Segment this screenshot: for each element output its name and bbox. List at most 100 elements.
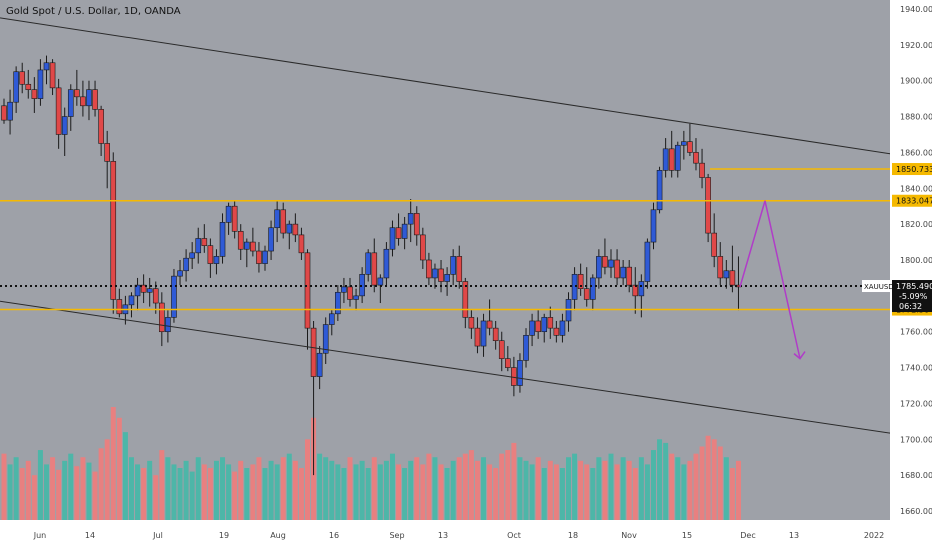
volume-bar	[535, 457, 541, 520]
candle-body	[152, 288, 159, 304]
volume-bar	[165, 457, 171, 520]
volume-bar	[195, 457, 201, 520]
volume-bar	[456, 457, 462, 520]
volume-bar	[590, 468, 596, 520]
volume-bar	[122, 432, 128, 520]
candle-body	[371, 252, 378, 286]
candle-body	[7, 101, 13, 121]
candle-body	[268, 227, 274, 252]
volume-bar	[402, 468, 408, 520]
candle-body	[662, 148, 669, 171]
volume-bar	[110, 407, 116, 520]
volume-bar	[220, 457, 226, 520]
volume-bar	[56, 469, 62, 520]
volume-bar	[250, 464, 256, 520]
candle-body	[74, 89, 80, 98]
volume-bar	[529, 464, 535, 520]
volume-bar	[675, 457, 681, 520]
volume-bar	[68, 453, 74, 520]
candle-body	[626, 266, 633, 286]
candle-body	[456, 256, 463, 282]
volume-bar	[359, 460, 365, 520]
level-tag	[892, 194, 932, 207]
volume-bar	[159, 450, 165, 520]
candle-body	[523, 335, 529, 361]
candle-body	[292, 223, 299, 236]
candle-body	[274, 209, 280, 229]
candle-body	[55, 87, 62, 135]
price-tick-label: 1740.00	[900, 364, 932, 373]
trend-line	[0, 300, 932, 440]
volume-bar	[383, 460, 389, 520]
volume-bar	[238, 460, 244, 520]
candle-body	[723, 270, 730, 279]
volume-bar	[474, 460, 480, 520]
time-tick-label: 14	[85, 531, 95, 540]
time-tick-label: Jun	[33, 531, 47, 540]
volume-bar	[25, 460, 31, 520]
candle-body	[19, 71, 26, 85]
candle-body	[511, 367, 517, 386]
candle-body	[438, 268, 444, 282]
price-tick-label: 1900.00	[900, 77, 932, 86]
candle-body	[37, 69, 44, 99]
volume-bar	[74, 466, 80, 520]
volume-bar	[226, 464, 232, 520]
price-tick-label: 1760.00	[900, 328, 932, 337]
candle-body	[681, 141, 687, 146]
candle-body	[589, 277, 596, 300]
candle-body	[262, 250, 268, 264]
candle-body	[577, 274, 584, 289]
price-tick-label: 1720.00	[900, 399, 932, 408]
candle-body	[104, 143, 110, 162]
volume-bar	[317, 453, 323, 520]
volume-bar	[213, 460, 219, 520]
candle-body	[535, 320, 541, 333]
candle-body	[1, 105, 7, 121]
level-tag	[892, 163, 932, 176]
volume-bar	[517, 457, 523, 520]
candle-body	[347, 286, 353, 300]
candle-body	[717, 256, 724, 279]
candle-body	[401, 223, 408, 239]
volume-bar	[644, 464, 650, 520]
volume-bar	[396, 464, 402, 520]
candle-body	[705, 177, 711, 234]
volume-bar	[693, 453, 699, 520]
candle-body	[49, 62, 56, 89]
volume-bar	[286, 453, 292, 520]
last-price-tag	[892, 280, 932, 313]
candle-body	[61, 116, 68, 135]
candle-body	[280, 209, 287, 234]
candle-body	[207, 245, 214, 264]
volume-bar	[735, 460, 741, 520]
price-tick-label: 1920.00	[900, 41, 932, 50]
volume-bar	[86, 462, 92, 520]
time-axis[interactable]: Jun 14 Jul 19 Aug 16 Sep 13 Oct 18 Nov 15 Dec 13 2022	[0, 520, 932, 550]
candle-body	[674, 144, 681, 171]
candle-body	[529, 320, 535, 336]
candle-body	[407, 213, 414, 225]
candle-body	[608, 259, 614, 268]
candle-body	[31, 89, 38, 99]
price-tick-label: 1700.00	[900, 435, 932, 444]
price-tick-label: 1800.00	[900, 256, 932, 265]
candle-body	[377, 277, 384, 286]
volume-bar	[189, 471, 195, 520]
volume-bar	[511, 442, 517, 520]
candle-body	[134, 284, 141, 297]
candle-body	[444, 274, 450, 282]
candle-body	[219, 222, 226, 257]
candle-body	[335, 291, 341, 315]
candle-body	[80, 96, 86, 107]
volume-bar	[274, 464, 280, 520]
candle-body	[480, 320, 487, 347]
volume-bar	[341, 468, 347, 520]
candle-body	[171, 275, 177, 318]
price-axis[interactable]: 1660.00 1680.00 1700.00 1720.00 1740.00 1760.…	[862, 0, 932, 550]
candle-body	[365, 252, 372, 275]
price-tick-label: 1820.00	[900, 220, 932, 229]
projection-path	[739, 200, 801, 359]
volume-bar	[104, 439, 110, 520]
